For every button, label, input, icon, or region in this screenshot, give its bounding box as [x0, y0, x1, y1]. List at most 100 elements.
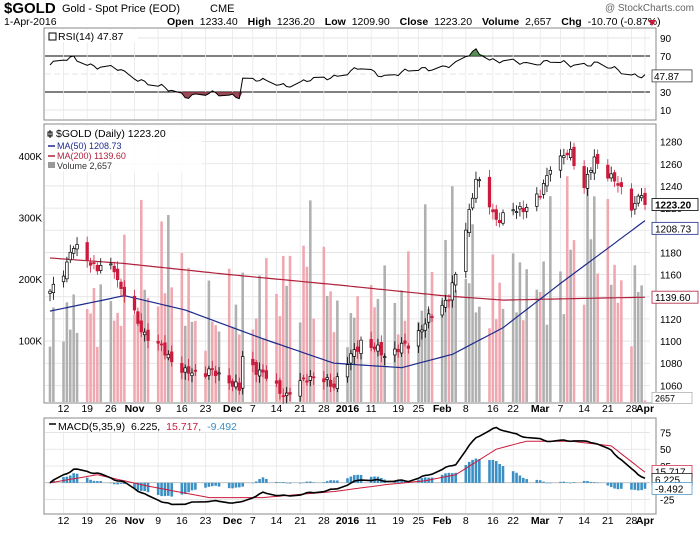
rsi-line [49, 48, 646, 100]
candle-body [312, 376, 316, 379]
macd-histogram-bar [511, 471, 515, 483]
macd-histogram-bar [582, 480, 586, 483]
candle-body [416, 330, 421, 347]
macd-histogram-bar [538, 480, 542, 483]
macd-histogram-bar [214, 482, 217, 486]
candle-body [477, 179, 481, 182]
volume-bar [336, 300, 339, 402]
candle-body [308, 376, 312, 381]
last-close-label: 1223.20 [655, 201, 692, 212]
volume-bar [298, 322, 302, 402]
macd-histogram-bar [620, 482, 623, 489]
x-tick-label: 16 [176, 515, 188, 527]
candle-body [491, 209, 495, 213]
x-tick-label: 26 [105, 515, 117, 527]
volume-bar [241, 272, 244, 402]
volume-bar [535, 289, 539, 402]
volume-bar [217, 331, 221, 402]
candle-body [582, 166, 586, 189]
candle-body [525, 207, 529, 212]
volume-bar [593, 196, 596, 402]
volume-bar [119, 325, 123, 402]
volume-bar [275, 293, 278, 402]
candle-body [487, 176, 492, 208]
macd-histogram-bar [525, 479, 528, 483]
volume-bar [515, 312, 518, 402]
volume-bar [65, 302, 69, 402]
candle-body [51, 283, 56, 294]
x-tick-label: 19 [81, 515, 93, 527]
volume-bar [407, 251, 410, 402]
price-tick-label: 1240 [660, 182, 683, 193]
candle-body [535, 193, 539, 207]
volume-bar [565, 176, 569, 402]
candle-body [633, 203, 637, 210]
volume-bar [329, 291, 332, 402]
high-label: High [248, 16, 271, 28]
x-tick-label: 9 [155, 403, 161, 415]
rsi-legend-bg [46, 30, 138, 42]
macd-histogram-bar [322, 482, 326, 483]
macd-histogram-bar [542, 481, 545, 483]
macd-histogram-bar [329, 480, 332, 483]
volume-bar [48, 346, 52, 402]
x-tick-label: 21 [602, 403, 614, 415]
candle-body [227, 375, 231, 384]
volume-bar [136, 323, 140, 402]
price-tick-label: 1280 [660, 138, 683, 149]
volume-bar [156, 306, 160, 402]
chg-value: -10.70 (-0.87%) [588, 16, 661, 28]
volume-bar [234, 304, 238, 402]
volume-bar [146, 298, 150, 402]
candle-body [396, 348, 400, 353]
volume-bar [133, 314, 136, 402]
candle-body [470, 197, 475, 209]
candle-body [298, 380, 302, 397]
macd-histogram-bar [633, 482, 637, 490]
macd-histogram-bar [518, 475, 522, 483]
close-label: Close [400, 16, 429, 28]
candle-legend-icon [47, 130, 53, 138]
candle-body [511, 209, 515, 212]
volume-bar [417, 321, 420, 402]
volume-bar [139, 199, 143, 402]
candle-body [562, 155, 566, 158]
candle-body [180, 363, 184, 373]
candle-body [68, 251, 72, 261]
candle-body [423, 323, 427, 331]
volume-bar [582, 304, 586, 402]
candle-body [565, 152, 569, 156]
macd-histogram-bar [464, 464, 468, 483]
candle-body [241, 356, 245, 389]
volume-bar [112, 320, 116, 402]
volume-bar [616, 302, 620, 402]
candle-body [143, 331, 147, 336]
candle-body [538, 195, 542, 198]
volume-bar [227, 268, 231, 402]
macd-histogram-bar [630, 482, 633, 490]
candle-body [369, 339, 373, 348]
candle-body [585, 173, 590, 189]
volume-bar [89, 313, 92, 402]
volume-bar [636, 292, 640, 402]
candle-body [548, 169, 552, 175]
macd-histogram-bar [474, 458, 478, 483]
candle-body [521, 207, 525, 213]
volume-bar [396, 334, 400, 402]
candle-body [376, 344, 380, 352]
macd-histogram-bar [569, 482, 572, 484]
macd-histogram-bar [643, 482, 647, 489]
candle-body [399, 342, 404, 354]
volume-tick-label: 300K [19, 213, 43, 224]
macd-legend: MACD(5,35,9) 6.225, 15.717, -9.492 [58, 421, 237, 433]
x-tick-label: Mar [531, 515, 550, 527]
candle-body [619, 182, 623, 187]
x-tick-label: Nov [125, 515, 145, 527]
candle-body [301, 377, 306, 380]
volume-bar [92, 287, 96, 402]
macd-hist-side-label: -9.492 [655, 484, 684, 495]
volume-bar [281, 255, 285, 402]
volume-bar [464, 278, 468, 402]
candle-body [203, 373, 208, 377]
macd-histogram-bar [447, 472, 451, 483]
